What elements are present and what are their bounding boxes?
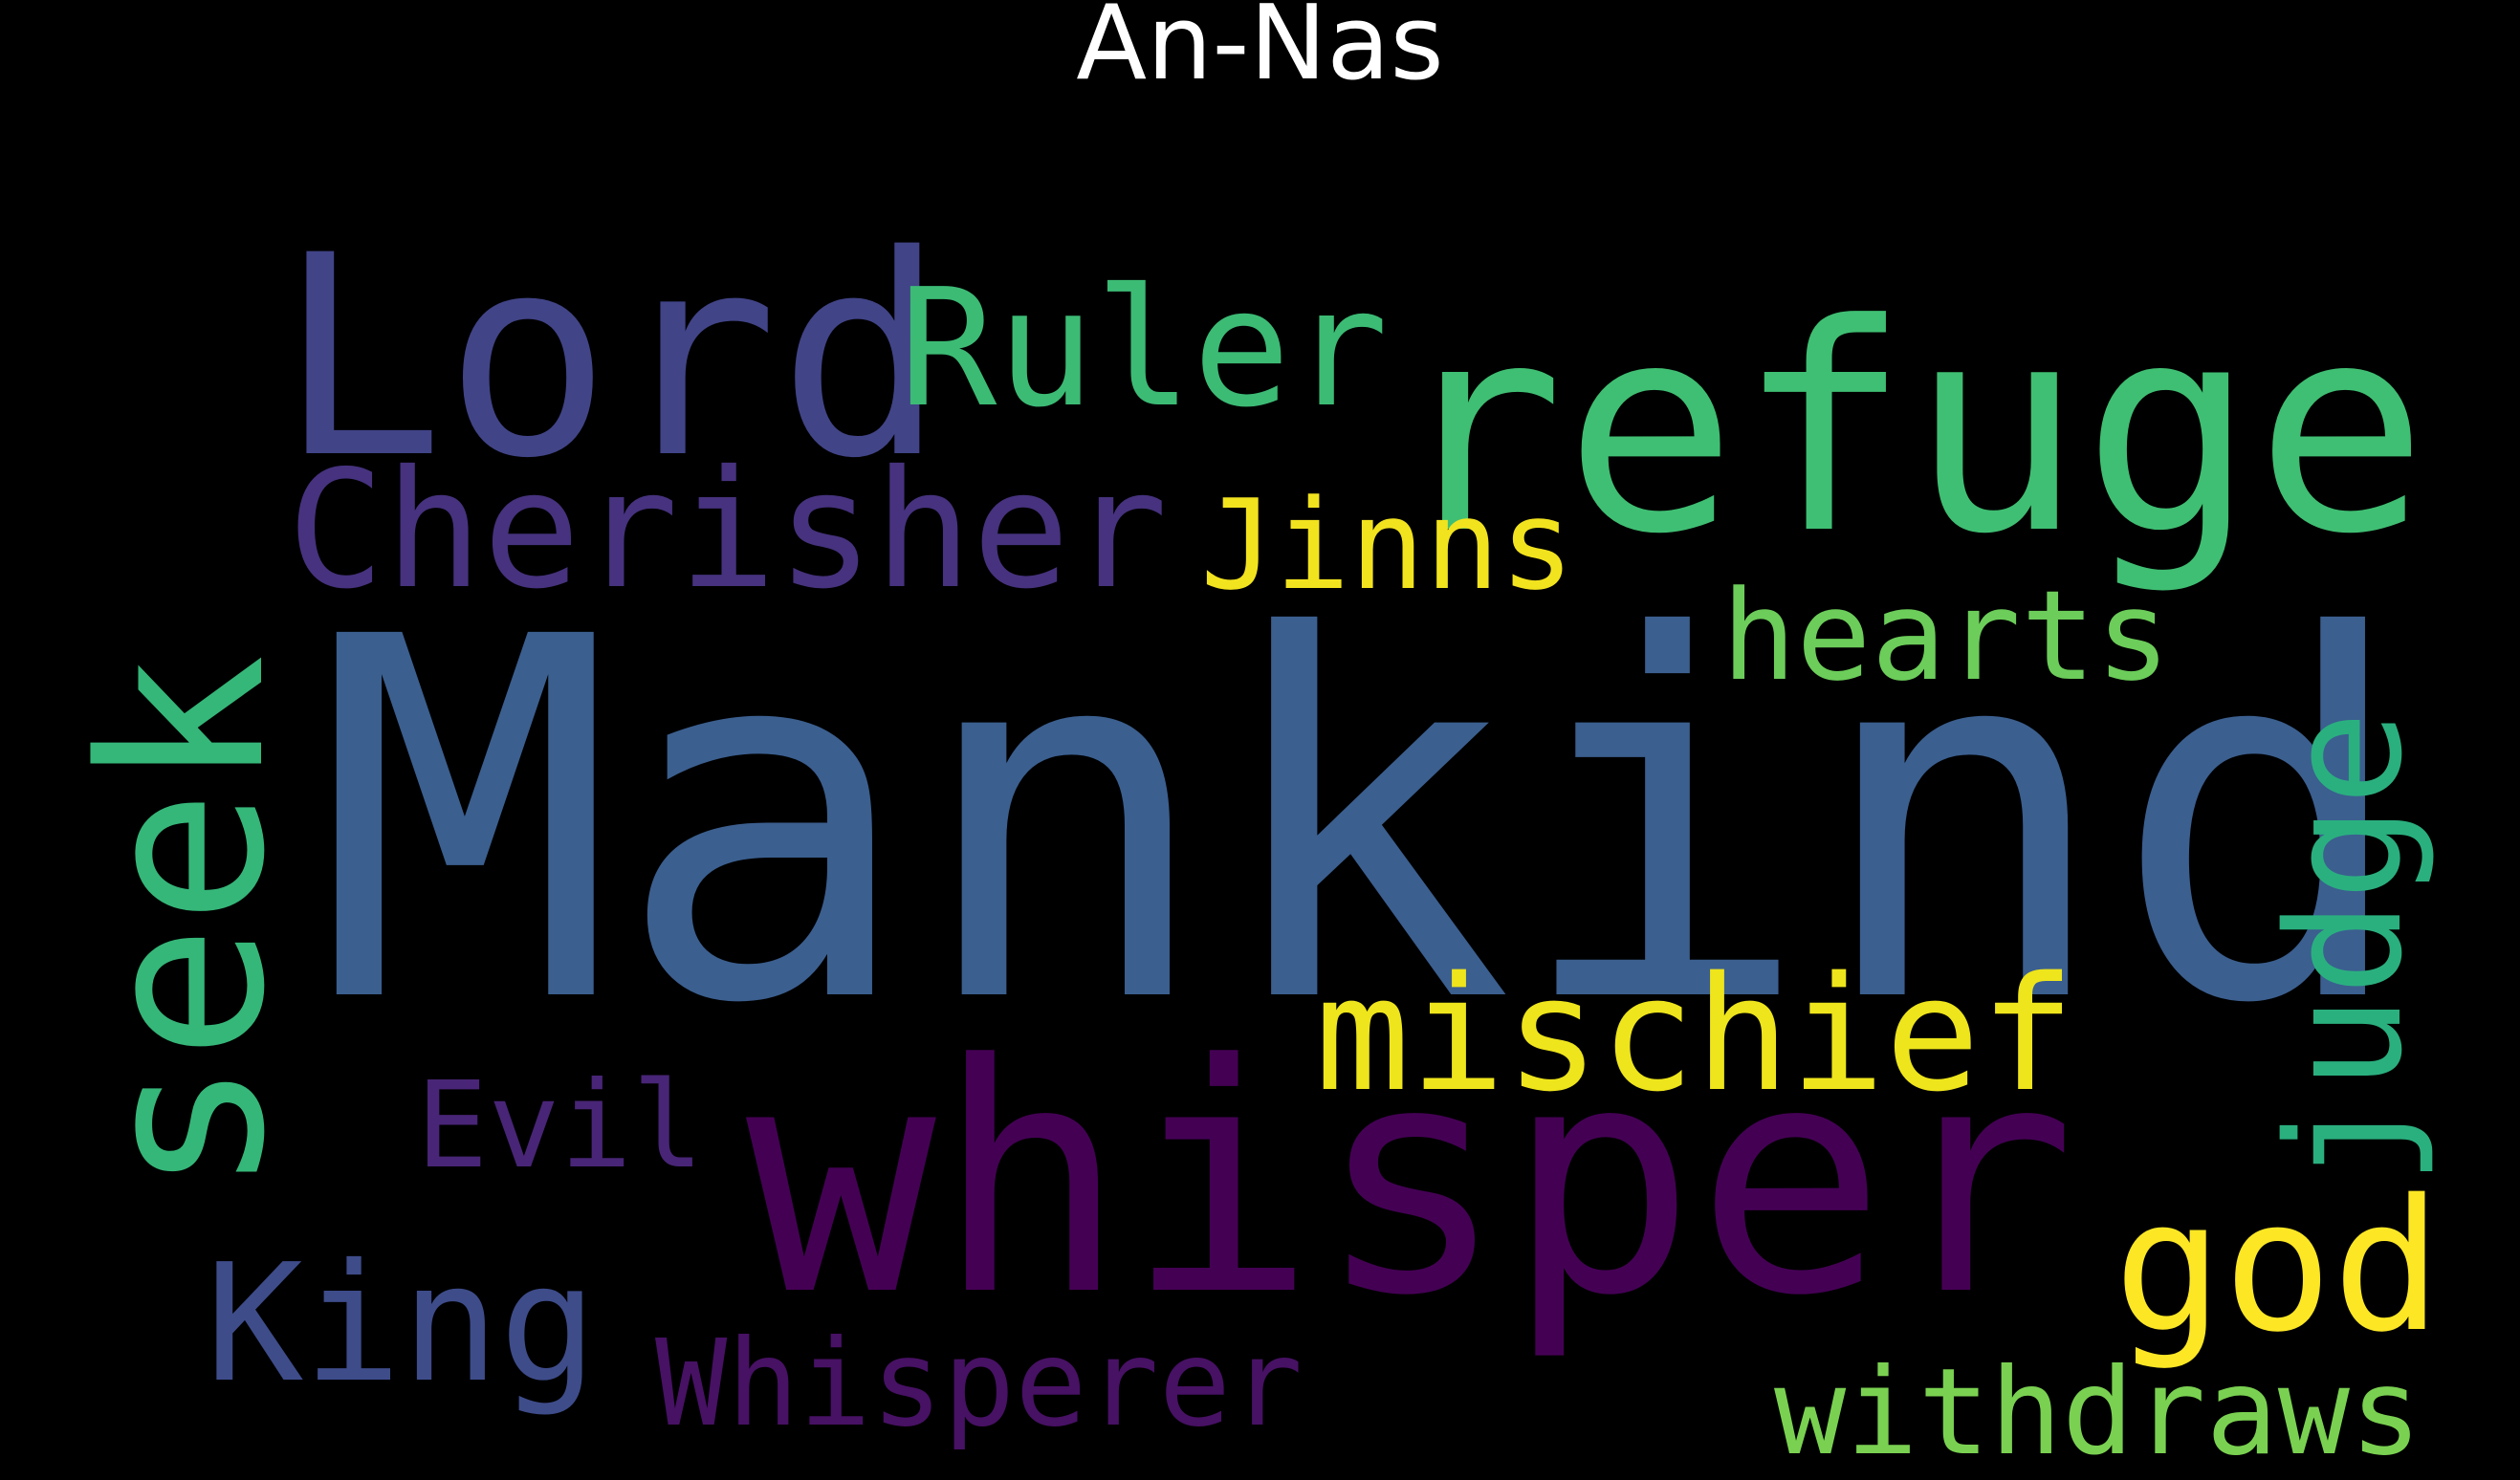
word-hearts: hearts — [1721, 563, 2171, 708]
word-judge: judge — [2253, 710, 2437, 1186]
word-god: god — [2114, 1161, 2443, 1372]
word-withdraws: withdraws — [1774, 1343, 2422, 1480]
word-evil: Evil — [416, 1056, 705, 1195]
word-lord: Lord — [277, 197, 946, 519]
word-whisper: whisper — [746, 997, 2076, 1364]
word-jinns: Jinns — [1200, 472, 1575, 618]
word-cherisher: Cherisher — [287, 436, 1169, 625]
word-seek: seek — [54, 654, 315, 1195]
word-mankind: Mankind — [316, 533, 2412, 1112]
word-mischief: mischief — [1315, 943, 2075, 1126]
word-whisperer: Whisperer — [655, 1315, 1304, 1453]
word-ruler: Ruler — [899, 254, 1389, 444]
word-refuge: refuge — [1391, 263, 2428, 597]
word-king: King — [206, 1230, 598, 1419]
page-title: An-Nas — [1076, 0, 1444, 103]
